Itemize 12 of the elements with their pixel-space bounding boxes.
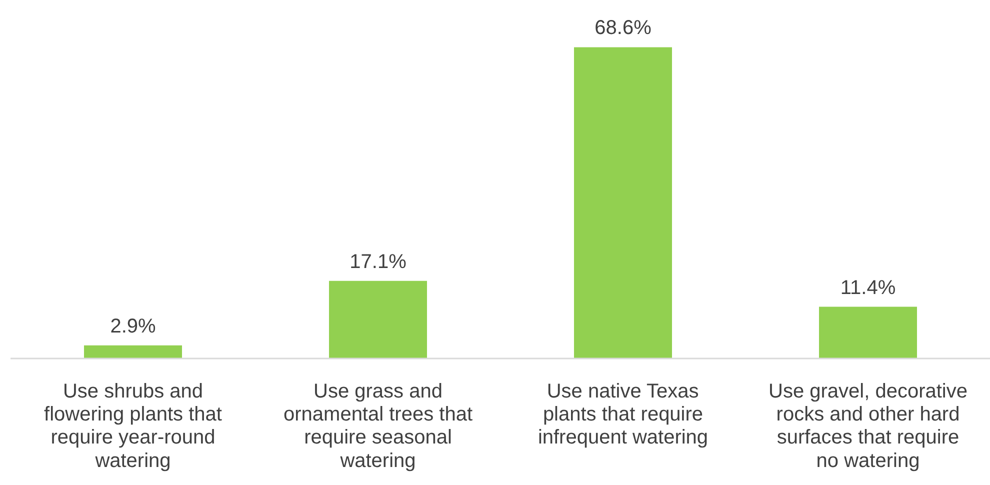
bar	[329, 280, 427, 358]
data-label: 68.6%	[594, 17, 652, 40]
bar	[574, 47, 672, 358]
data-label: 2.9%	[110, 315, 156, 338]
data-label: 17.1%	[350, 250, 407, 273]
bar	[819, 306, 917, 358]
x-tick-label: Use gravel, decorative rocks and other hard surfaces that require no watering	[768, 380, 968, 472]
data-label: 11.4%	[840, 276, 896, 299]
bar	[84, 345, 182, 358]
x-tick-label: Use native Texas plants that require infrequent watering	[538, 380, 708, 449]
x-tick-label: Use shrubs and flowering plants that require year-round watering	[44, 380, 222, 472]
x-tick-label: Use grass and ornamental trees that require seasonal watering	[284, 380, 473, 472]
